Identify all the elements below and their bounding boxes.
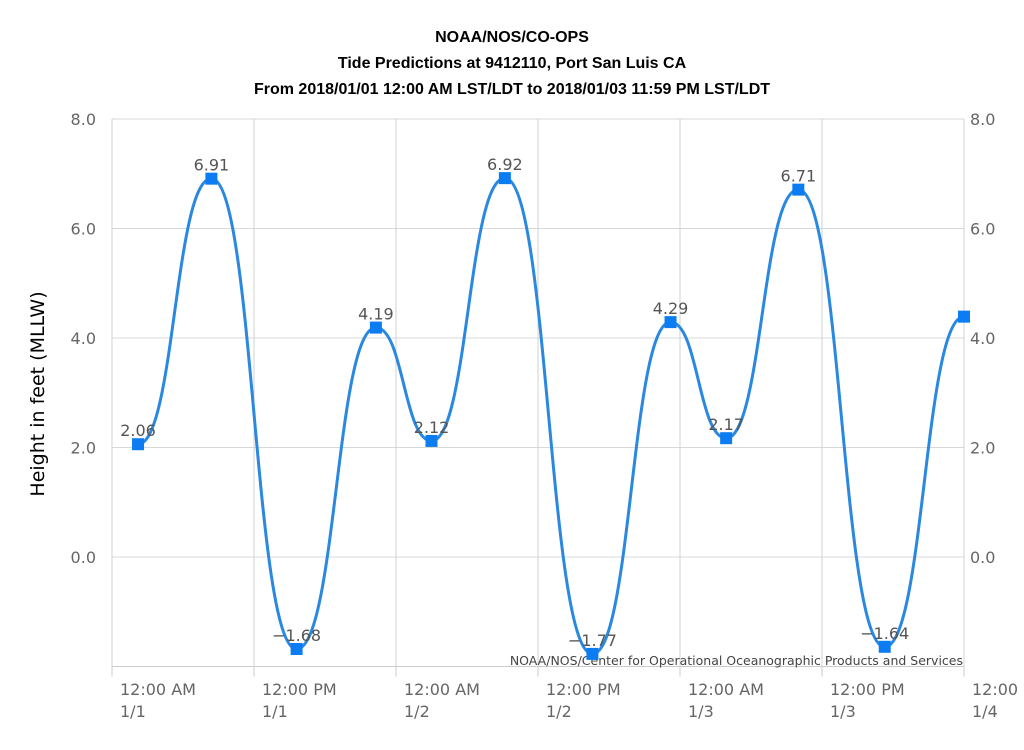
data-label: 2.17 xyxy=(708,415,744,434)
marker xyxy=(878,640,891,653)
y2-tick-label: 4.0 xyxy=(970,329,995,348)
y-tick-label: 6.0 xyxy=(71,220,96,239)
y-axis-title: Height in feet (MLLW) xyxy=(27,291,49,496)
marker xyxy=(792,183,805,196)
x-tick-label: 12:00 PM 1/2 xyxy=(546,680,621,721)
x-tick-label: 12:00 AM 1/3 xyxy=(688,680,764,721)
marker xyxy=(720,432,733,445)
marker xyxy=(425,434,438,447)
y2-tick-label: 8.0 xyxy=(970,110,995,129)
x-tick-label: 12:00 PM 1/1 xyxy=(262,680,337,721)
chart-subtitle: From 2018/01/01 12:00 AM LST/LDT to 2018… xyxy=(254,81,770,98)
x-tick-label: 12:00 PM 1/3 xyxy=(830,680,905,721)
marker xyxy=(369,321,382,334)
marker xyxy=(132,438,145,451)
chart-title: NOAA/NOS/CO-OPS xyxy=(435,29,589,46)
x-tick-label: 12:00 AM 1/1 xyxy=(120,680,196,721)
tide-line xyxy=(137,176,965,656)
credit: NOAA/NOS/Center for Operational Oceanogr… xyxy=(510,653,963,668)
data-label: 2.06 xyxy=(120,421,156,440)
y-tick-label: 8.0 xyxy=(71,110,96,129)
data-label: 2.12 xyxy=(414,418,450,437)
marker xyxy=(498,172,511,185)
marker xyxy=(586,647,599,660)
y-tick-label: 4.0 xyxy=(71,329,96,348)
y-tick-label: 0.0 xyxy=(71,548,96,567)
marker xyxy=(205,172,218,185)
y2-tick-label: 2.0 xyxy=(970,439,995,458)
data-label: 6.71 xyxy=(781,167,817,186)
x-tick-label: 12:00 1/4 xyxy=(972,680,1018,721)
data-label: 6.92 xyxy=(487,155,523,174)
marker xyxy=(290,642,303,655)
chart-subtitle: Tide Predictions at 9412110, Port San Lu… xyxy=(338,55,687,72)
data-label: −1.68 xyxy=(272,626,321,645)
data-label: 4.19 xyxy=(358,305,394,324)
y2-tick-label: 6.0 xyxy=(970,220,995,239)
marker xyxy=(664,316,677,329)
marker xyxy=(958,310,970,323)
y2-tick-label: 0.0 xyxy=(970,548,995,567)
data-label: 6.91 xyxy=(194,156,230,175)
x-tick-label: 12:00 AM 1/2 xyxy=(404,680,480,721)
y-tick-label: 2.0 xyxy=(71,439,96,458)
data-label: −1.64 xyxy=(860,624,909,643)
data-label: −1.77 xyxy=(568,631,617,650)
data-label: 4.29 xyxy=(653,299,689,318)
